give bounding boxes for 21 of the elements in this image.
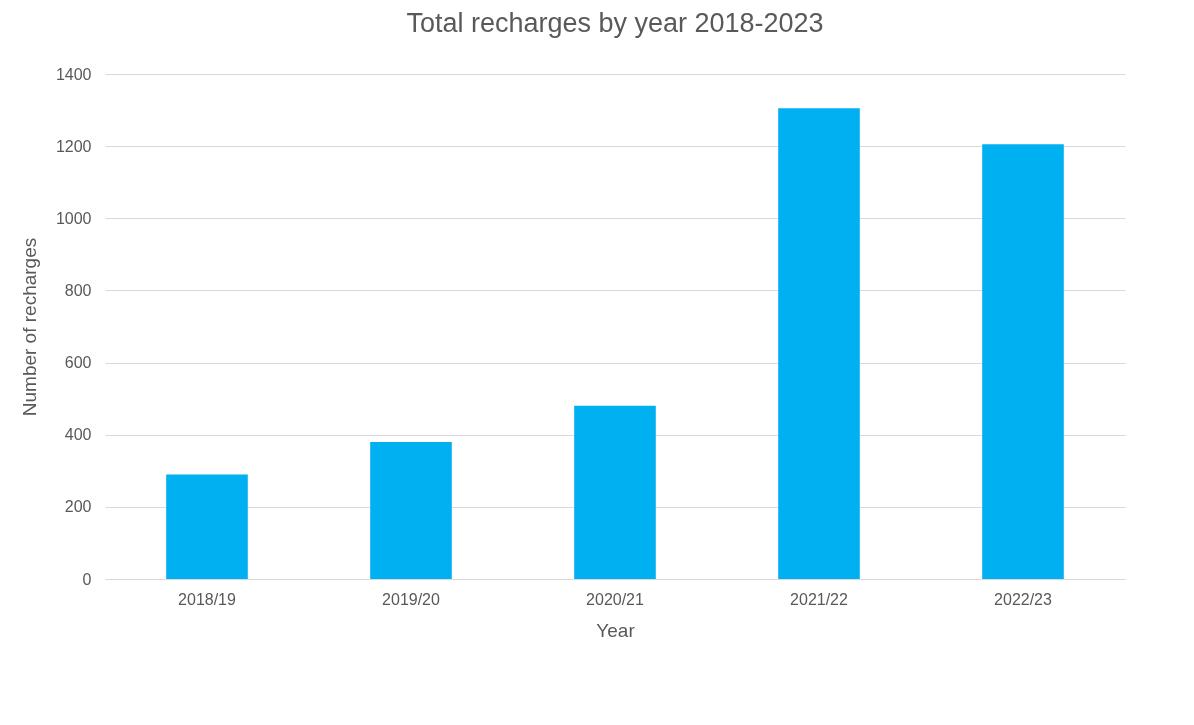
y-tick-label: 1400	[55, 65, 92, 83]
y-tick-label: 800	[64, 281, 92, 299]
chart-title: Total recharges by year 2018-2023	[406, 8, 824, 38]
bar	[778, 108, 860, 579]
y-axis-title: Number of recharges	[18, 237, 40, 417]
y-tick-label: 200	[64, 498, 92, 516]
x-axis-title: Year	[596, 619, 636, 641]
bar	[982, 144, 1064, 579]
x-tick-label: 2018/19	[178, 590, 237, 608]
y-tick-label: 0	[82, 570, 92, 588]
x-tick-label: 2020/21	[586, 590, 645, 608]
y-tick-label: 600	[64, 354, 92, 372]
bar	[370, 441, 452, 579]
bar	[574, 405, 656, 579]
x-tick-label: 2021/22	[790, 590, 849, 608]
bar	[166, 474, 248, 579]
y-tick-label: 1200	[55, 137, 92, 155]
y-tick-label: 400	[64, 426, 92, 444]
x-tick-label: 2019/20	[382, 590, 441, 608]
x-tick-label: 2022/23	[994, 590, 1053, 608]
y-tick-label: 1000	[55, 209, 92, 227]
